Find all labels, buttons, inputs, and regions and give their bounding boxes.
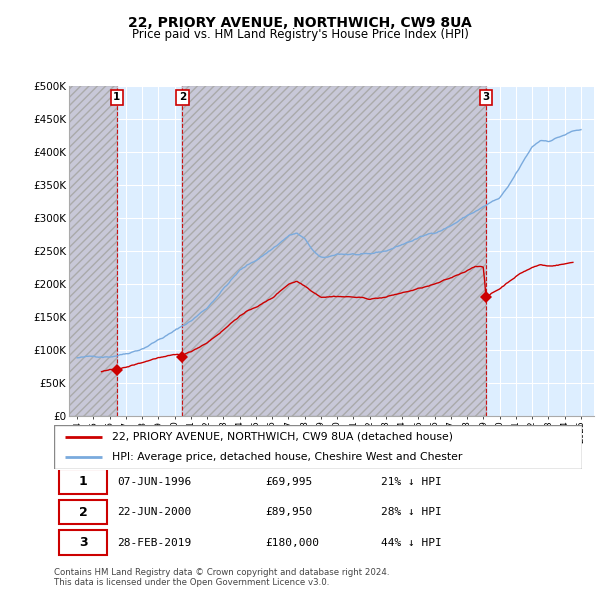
- Text: 28-FEB-2019: 28-FEB-2019: [118, 537, 191, 548]
- Text: This data is licensed under the Open Government Licence v3.0.: This data is licensed under the Open Gov…: [54, 578, 329, 587]
- FancyBboxPatch shape: [54, 425, 582, 469]
- Bar: [182, 86, 486, 416]
- Text: 3: 3: [482, 92, 490, 102]
- Text: 28% ↓ HPI: 28% ↓ HPI: [382, 507, 442, 517]
- Text: £69,995: £69,995: [265, 477, 313, 487]
- Bar: [69, 86, 117, 416]
- Text: 21% ↓ HPI: 21% ↓ HPI: [382, 477, 442, 487]
- Text: 1: 1: [113, 92, 121, 102]
- Text: 2: 2: [179, 92, 186, 102]
- FancyBboxPatch shape: [59, 500, 107, 525]
- Text: HPI: Average price, detached house, Cheshire West and Chester: HPI: Average price, detached house, Ches…: [112, 452, 463, 462]
- Text: 2: 2: [79, 506, 88, 519]
- Text: 1: 1: [79, 475, 88, 488]
- Text: 22, PRIORY AVENUE, NORTHWICH, CW9 8UA (detached house): 22, PRIORY AVENUE, NORTHWICH, CW9 8UA (d…: [112, 432, 453, 442]
- Text: Contains HM Land Registry data © Crown copyright and database right 2024.: Contains HM Land Registry data © Crown c…: [54, 568, 389, 576]
- Text: £89,950: £89,950: [265, 507, 313, 517]
- FancyBboxPatch shape: [59, 470, 107, 494]
- Text: 22-JUN-2000: 22-JUN-2000: [118, 507, 191, 517]
- Bar: [69, 86, 117, 416]
- Text: 44% ↓ HPI: 44% ↓ HPI: [382, 537, 442, 548]
- Text: 3: 3: [79, 536, 88, 549]
- Text: Price paid vs. HM Land Registry's House Price Index (HPI): Price paid vs. HM Land Registry's House …: [131, 28, 469, 41]
- Text: 07-JUN-1996: 07-JUN-1996: [118, 477, 191, 487]
- Text: 22, PRIORY AVENUE, NORTHWICH, CW9 8UA: 22, PRIORY AVENUE, NORTHWICH, CW9 8UA: [128, 16, 472, 30]
- FancyBboxPatch shape: [59, 530, 107, 555]
- Text: £180,000: £180,000: [265, 537, 319, 548]
- Bar: [182, 86, 486, 416]
